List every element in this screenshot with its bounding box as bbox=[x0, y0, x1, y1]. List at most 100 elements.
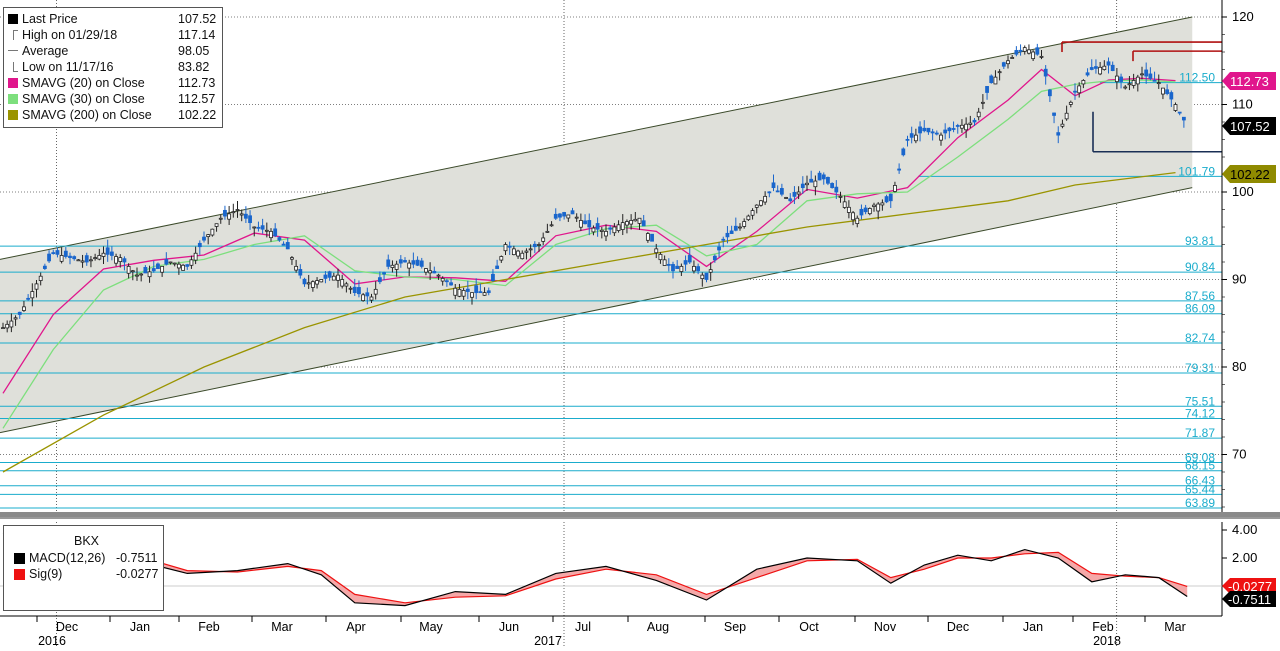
candle-body bbox=[101, 252, 106, 257]
legend-row-high: High on 01/29/18 117.14 bbox=[4, 27, 222, 43]
candle-body bbox=[532, 243, 537, 248]
candle-body bbox=[583, 220, 587, 225]
candle-body bbox=[1161, 87, 1165, 95]
candle-body bbox=[357, 287, 361, 295]
candle-body bbox=[620, 222, 625, 230]
candle-body bbox=[1177, 111, 1182, 114]
candle-body bbox=[197, 242, 202, 248]
candle-body bbox=[122, 258, 127, 263]
candle-body bbox=[273, 228, 278, 237]
candle-body bbox=[130, 270, 135, 273]
candle-body bbox=[771, 182, 776, 189]
candle-body bbox=[264, 229, 269, 232]
candle-body bbox=[1110, 64, 1115, 71]
candle-body bbox=[658, 253, 663, 261]
legend-label: High on 01/29/18 bbox=[22, 28, 118, 42]
candle-body bbox=[1169, 92, 1174, 100]
candle-body bbox=[89, 259, 93, 262]
candle-body bbox=[63, 250, 68, 257]
candle-body bbox=[428, 270, 433, 274]
candle-body bbox=[524, 250, 529, 253]
candle-body bbox=[51, 252, 56, 254]
candle-body bbox=[118, 257, 123, 263]
candle-body bbox=[327, 271, 332, 278]
candle-body bbox=[176, 263, 181, 269]
price-tick-label: 90 bbox=[1232, 272, 1246, 287]
candle-body bbox=[202, 236, 206, 241]
separator-bar bbox=[0, 512, 1280, 517]
candle-body bbox=[687, 255, 692, 263]
legend-row-low: Low on 11/17/16 83.82 bbox=[4, 59, 222, 75]
month-label: Apr bbox=[346, 620, 365, 634]
candle-body bbox=[980, 101, 985, 104]
candle-body bbox=[13, 317, 18, 320]
macd-tag-shape bbox=[1222, 591, 1276, 607]
candle-body bbox=[662, 259, 667, 266]
fib-level-label: 79.31 bbox=[1185, 361, 1215, 375]
fib-level-label: 68.15 bbox=[1185, 459, 1215, 473]
candle-body bbox=[1102, 65, 1107, 71]
fib-level-label: 101.79 bbox=[1178, 164, 1215, 178]
candle-body bbox=[1035, 47, 1040, 55]
candle-body bbox=[943, 129, 948, 134]
candle-body bbox=[114, 256, 118, 264]
last-price-swatch bbox=[8, 14, 18, 24]
legend-row-smavg200: SMAVG (200) on Close 102.22 bbox=[4, 107, 222, 123]
candle-body bbox=[629, 220, 634, 225]
price-tick-label: 100 bbox=[1232, 184, 1254, 199]
candle-body bbox=[68, 255, 72, 259]
legend-label: SMAVG (200) on Close bbox=[22, 108, 152, 122]
macd-ticker-label: BKX bbox=[74, 534, 100, 548]
candle-body bbox=[80, 260, 85, 263]
month-label: Dec bbox=[947, 620, 969, 634]
candle-body bbox=[1089, 67, 1094, 70]
year-label: 2017 bbox=[534, 634, 562, 646]
candle-body bbox=[645, 233, 650, 241]
candle-body bbox=[1006, 60, 1010, 65]
legend-value: 112.73 bbox=[178, 76, 216, 90]
candle-body bbox=[742, 221, 747, 227]
candle-body bbox=[1010, 57, 1015, 59]
fib-level-label: 74.12 bbox=[1185, 406, 1215, 420]
candle-body bbox=[449, 282, 453, 286]
candle-body bbox=[792, 191, 797, 197]
candle-body bbox=[407, 262, 412, 269]
macd-tick-label: 2.00 bbox=[1232, 550, 1257, 565]
candle-body bbox=[700, 274, 705, 280]
candle-body bbox=[947, 127, 952, 132]
macd-tag-shape bbox=[1222, 578, 1276, 594]
candle-body bbox=[641, 220, 646, 227]
fib-level-label: 82.74 bbox=[1185, 331, 1215, 345]
candlesticks bbox=[1, 43, 1186, 333]
candle-body bbox=[1131, 80, 1136, 86]
candle-body bbox=[1144, 69, 1149, 77]
candle-body bbox=[918, 126, 922, 134]
year-label: 2016 bbox=[38, 634, 66, 646]
candle-body bbox=[595, 223, 600, 230]
candle-body bbox=[863, 207, 868, 213]
candle-body bbox=[486, 290, 491, 294]
candle-body bbox=[26, 297, 31, 300]
candle-body bbox=[256, 226, 261, 229]
candle-body bbox=[553, 213, 558, 219]
signal-legend-row: Sig(9) -0.0277 bbox=[4, 566, 162, 582]
candle-body bbox=[156, 263, 160, 269]
candle-body bbox=[369, 296, 374, 301]
fib-level-label: 90.84 bbox=[1185, 260, 1215, 274]
candle-body bbox=[750, 210, 755, 216]
price-tick-label: 70 bbox=[1232, 447, 1246, 462]
fib-level-label: 66.43 bbox=[1185, 474, 1215, 488]
candle-body bbox=[59, 255, 64, 262]
candle-body bbox=[922, 127, 927, 132]
candle-body bbox=[855, 217, 860, 224]
candle-body bbox=[214, 223, 219, 227]
month-label: Jun bbox=[499, 620, 519, 634]
candle-body bbox=[549, 224, 554, 227]
candle-body bbox=[1052, 112, 1056, 116]
candle-body bbox=[260, 225, 265, 230]
candle-body bbox=[348, 287, 353, 290]
candle-body bbox=[1022, 47, 1027, 52]
candle-body bbox=[93, 257, 98, 260]
candle-body bbox=[721, 238, 726, 241]
